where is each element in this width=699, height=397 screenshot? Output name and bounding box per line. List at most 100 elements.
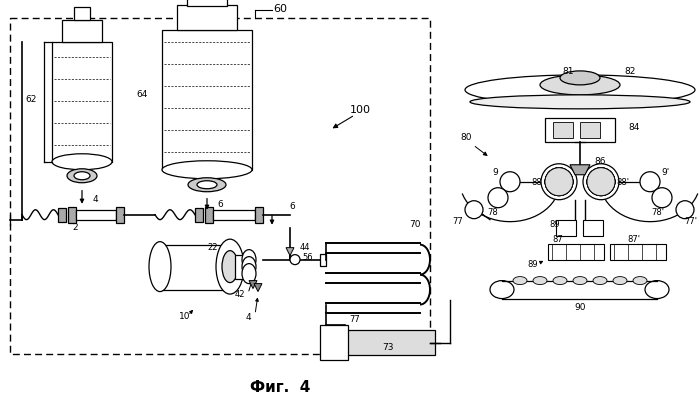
Bar — [68, 207, 76, 223]
Text: 9': 9' — [661, 168, 669, 177]
Circle shape — [587, 168, 615, 196]
Ellipse shape — [222, 251, 238, 283]
Ellipse shape — [216, 239, 244, 294]
Text: 4: 4 — [92, 195, 98, 204]
Text: 100: 100 — [350, 105, 370, 115]
Ellipse shape — [197, 181, 217, 189]
Text: 42: 42 — [235, 290, 245, 299]
Text: 90: 90 — [575, 303, 586, 312]
Text: 88: 88 — [532, 178, 542, 187]
Text: 77': 77' — [684, 217, 697, 226]
Circle shape — [545, 168, 573, 196]
Bar — [62, 20, 102, 42]
Bar — [195, 208, 203, 222]
Text: 22: 22 — [208, 243, 218, 252]
Bar — [545, 118, 615, 142]
Text: 89: 89 — [528, 260, 538, 269]
Ellipse shape — [633, 277, 647, 285]
Ellipse shape — [52, 154, 112, 170]
Circle shape — [587, 168, 615, 196]
Text: 77: 77 — [350, 315, 361, 324]
Ellipse shape — [149, 242, 171, 291]
Circle shape — [541, 164, 577, 200]
Circle shape — [545, 168, 573, 196]
Ellipse shape — [242, 256, 256, 277]
Bar — [553, 122, 573, 138]
Text: 78': 78' — [651, 208, 665, 217]
Bar — [205, 207, 213, 223]
Polygon shape — [249, 281, 257, 289]
Text: 77: 77 — [453, 217, 463, 226]
Circle shape — [545, 168, 573, 196]
Bar — [320, 254, 326, 266]
Bar — [58, 208, 66, 222]
Bar — [10, 18, 430, 355]
Circle shape — [500, 172, 520, 192]
Ellipse shape — [573, 277, 587, 285]
Circle shape — [587, 168, 615, 196]
Text: 88': 88' — [617, 178, 630, 187]
Ellipse shape — [540, 75, 620, 95]
Text: 10: 10 — [179, 312, 191, 321]
Circle shape — [545, 168, 573, 196]
Bar — [162, 30, 252, 170]
Ellipse shape — [242, 264, 256, 283]
Circle shape — [488, 188, 508, 208]
Bar — [610, 244, 666, 260]
Text: 89: 89 — [549, 220, 561, 229]
Ellipse shape — [188, 178, 226, 192]
Bar — [74, 7, 90, 20]
Text: 2: 2 — [72, 223, 78, 232]
Circle shape — [545, 168, 573, 196]
Text: 73: 73 — [382, 343, 394, 352]
Circle shape — [583, 164, 619, 200]
Text: 4: 4 — [245, 313, 251, 322]
Ellipse shape — [470, 95, 690, 109]
Circle shape — [640, 172, 660, 192]
Bar — [213, 210, 255, 220]
Ellipse shape — [74, 172, 90, 180]
Bar — [76, 210, 116, 220]
Ellipse shape — [490, 281, 514, 299]
Text: Фиг.  4: Фиг. 4 — [250, 380, 310, 395]
Ellipse shape — [67, 169, 97, 183]
Bar — [177, 5, 237, 30]
Circle shape — [290, 254, 300, 265]
Bar — [52, 42, 112, 162]
Circle shape — [676, 201, 694, 219]
Text: 78: 78 — [488, 208, 498, 217]
Ellipse shape — [593, 277, 607, 285]
Text: 64: 64 — [136, 91, 148, 99]
Circle shape — [465, 201, 483, 219]
Bar — [255, 207, 263, 223]
Text: 86: 86 — [594, 157, 606, 166]
Bar — [160, 245, 230, 289]
Polygon shape — [254, 283, 262, 291]
Bar — [345, 330, 435, 355]
Ellipse shape — [553, 277, 567, 285]
Polygon shape — [286, 248, 294, 256]
Text: 62: 62 — [26, 95, 37, 104]
Text: 9: 9 — [492, 168, 498, 177]
Ellipse shape — [613, 277, 627, 285]
Text: 56: 56 — [303, 253, 313, 262]
Bar — [548, 244, 604, 260]
Ellipse shape — [645, 281, 669, 299]
Text: 87': 87' — [628, 235, 640, 244]
Text: 6: 6 — [289, 202, 295, 211]
Bar — [556, 220, 576, 236]
Bar — [580, 122, 600, 138]
Ellipse shape — [465, 75, 695, 105]
Ellipse shape — [513, 277, 527, 285]
Ellipse shape — [560, 71, 600, 85]
Text: 44: 44 — [300, 243, 310, 252]
Text: 60: 60 — [273, 4, 287, 14]
Ellipse shape — [533, 277, 547, 285]
Circle shape — [587, 168, 615, 196]
Bar — [235, 254, 249, 279]
Text: 82: 82 — [624, 67, 635, 76]
Text: 70: 70 — [409, 220, 421, 229]
Text: 6: 6 — [217, 200, 223, 209]
Ellipse shape — [242, 250, 256, 270]
Bar — [116, 207, 124, 223]
